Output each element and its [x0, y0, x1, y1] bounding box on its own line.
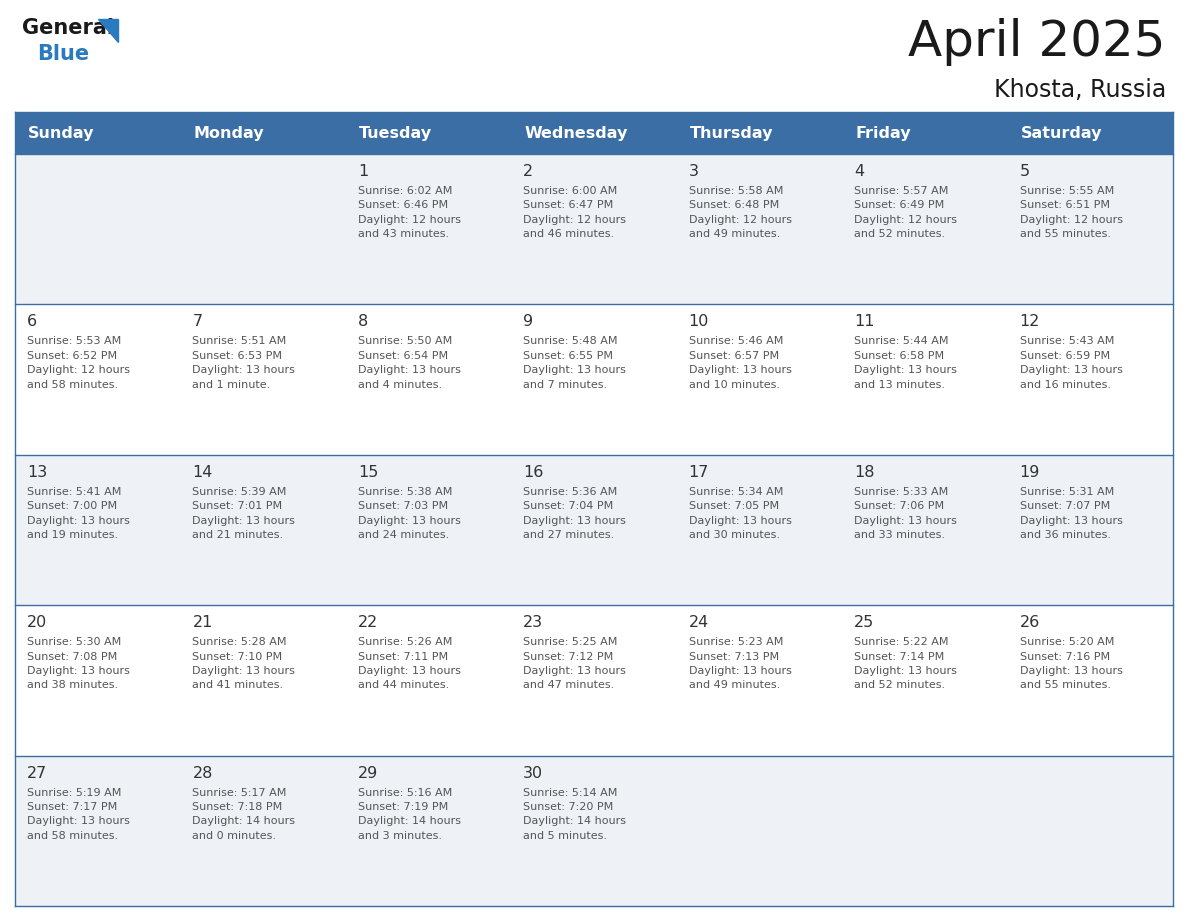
Text: Friday: Friday [855, 126, 911, 140]
Text: 25: 25 [854, 615, 874, 630]
Text: Sunrise: 5:26 AM
Sunset: 7:11 PM
Daylight: 13 hours
and 44 minutes.: Sunrise: 5:26 AM Sunset: 7:11 PM Dayligh… [358, 637, 461, 690]
Text: Sunrise: 5:55 AM
Sunset: 6:51 PM
Daylight: 12 hours
and 55 minutes.: Sunrise: 5:55 AM Sunset: 6:51 PM Dayligh… [1019, 186, 1123, 240]
Text: Sunrise: 5:28 AM
Sunset: 7:10 PM
Daylight: 13 hours
and 41 minutes.: Sunrise: 5:28 AM Sunset: 7:10 PM Dayligh… [192, 637, 296, 690]
Text: 15: 15 [358, 465, 378, 480]
Bar [511, 112, 677, 154]
Bar [15, 305, 1173, 454]
Text: Sunrise: 5:19 AM
Sunset: 7:17 PM
Daylight: 13 hours
and 58 minutes.: Sunrise: 5:19 AM Sunset: 7:17 PM Dayligh… [27, 788, 129, 841]
Text: Sunrise: 5:14 AM
Sunset: 7:20 PM
Daylight: 14 hours
and 5 minutes.: Sunrise: 5:14 AM Sunset: 7:20 PM Dayligh… [523, 788, 626, 841]
Text: 6: 6 [27, 314, 37, 330]
Text: Sunday: Sunday [29, 126, 95, 140]
Text: Blue: Blue [37, 44, 89, 64]
Text: 2: 2 [523, 164, 533, 179]
Text: Sunrise: 6:02 AM
Sunset: 6:46 PM
Daylight: 12 hours
and 43 minutes.: Sunrise: 6:02 AM Sunset: 6:46 PM Dayligh… [358, 186, 461, 240]
Text: Sunrise: 5:51 AM
Sunset: 6:53 PM
Daylight: 13 hours
and 1 minute.: Sunrise: 5:51 AM Sunset: 6:53 PM Dayligh… [192, 336, 296, 389]
Text: Sunrise: 5:36 AM
Sunset: 7:04 PM
Daylight: 13 hours
and 27 minutes.: Sunrise: 5:36 AM Sunset: 7:04 PM Dayligh… [523, 487, 626, 540]
Text: Khosta, Russia: Khosta, Russia [993, 78, 1165, 102]
Text: 7: 7 [192, 314, 202, 330]
Text: 5: 5 [1019, 164, 1030, 179]
Text: 17: 17 [689, 465, 709, 480]
Text: Sunrise: 6:00 AM
Sunset: 6:47 PM
Daylight: 12 hours
and 46 minutes.: Sunrise: 6:00 AM Sunset: 6:47 PM Dayligh… [523, 186, 626, 240]
Bar [15, 756, 1173, 906]
Text: Sunrise: 5:34 AM
Sunset: 7:05 PM
Daylight: 13 hours
and 30 minutes.: Sunrise: 5:34 AM Sunset: 7:05 PM Dayligh… [689, 487, 791, 540]
Text: Sunrise: 5:46 AM
Sunset: 6:57 PM
Daylight: 13 hours
and 10 minutes.: Sunrise: 5:46 AM Sunset: 6:57 PM Dayligh… [689, 336, 791, 389]
Text: 27: 27 [27, 766, 48, 780]
Text: 26: 26 [1019, 615, 1040, 630]
Bar [15, 454, 1173, 605]
Text: 21: 21 [192, 615, 213, 630]
Bar [15, 154, 1173, 305]
Text: 24: 24 [689, 615, 709, 630]
Text: 12: 12 [1019, 314, 1040, 330]
Text: 29: 29 [358, 766, 378, 780]
Bar [677, 112, 842, 154]
Text: Sunrise: 5:31 AM
Sunset: 7:07 PM
Daylight: 13 hours
and 36 minutes.: Sunrise: 5:31 AM Sunset: 7:07 PM Dayligh… [1019, 487, 1123, 540]
Bar [346, 112, 511, 154]
Text: 13: 13 [27, 465, 48, 480]
Text: 11: 11 [854, 314, 874, 330]
Text: Tuesday: Tuesday [359, 126, 432, 140]
Text: Sunrise: 5:20 AM
Sunset: 7:16 PM
Daylight: 13 hours
and 55 minutes.: Sunrise: 5:20 AM Sunset: 7:16 PM Dayligh… [1019, 637, 1123, 690]
Bar [842, 112, 1007, 154]
Text: Wednesday: Wednesday [524, 126, 627, 140]
Text: 22: 22 [358, 615, 378, 630]
Text: General: General [23, 18, 114, 38]
Text: Sunrise: 5:48 AM
Sunset: 6:55 PM
Daylight: 13 hours
and 7 minutes.: Sunrise: 5:48 AM Sunset: 6:55 PM Dayligh… [523, 336, 626, 389]
Text: 8: 8 [358, 314, 368, 330]
Text: 18: 18 [854, 465, 874, 480]
Text: Sunrise: 5:50 AM
Sunset: 6:54 PM
Daylight: 13 hours
and 4 minutes.: Sunrise: 5:50 AM Sunset: 6:54 PM Dayligh… [358, 336, 461, 389]
Text: 9: 9 [523, 314, 533, 330]
Text: Sunrise: 5:41 AM
Sunset: 7:00 PM
Daylight: 13 hours
and 19 minutes.: Sunrise: 5:41 AM Sunset: 7:00 PM Dayligh… [27, 487, 129, 540]
Text: Sunrise: 5:25 AM
Sunset: 7:12 PM
Daylight: 13 hours
and 47 minutes.: Sunrise: 5:25 AM Sunset: 7:12 PM Dayligh… [523, 637, 626, 690]
Text: Sunrise: 5:30 AM
Sunset: 7:08 PM
Daylight: 13 hours
and 38 minutes.: Sunrise: 5:30 AM Sunset: 7:08 PM Dayligh… [27, 637, 129, 690]
Text: Sunrise: 5:33 AM
Sunset: 7:06 PM
Daylight: 13 hours
and 33 minutes.: Sunrise: 5:33 AM Sunset: 7:06 PM Dayligh… [854, 487, 958, 540]
Text: Saturday: Saturday [1020, 126, 1102, 140]
Text: 20: 20 [27, 615, 48, 630]
Text: 19: 19 [1019, 465, 1040, 480]
Text: Sunrise: 5:39 AM
Sunset: 7:01 PM
Daylight: 13 hours
and 21 minutes.: Sunrise: 5:39 AM Sunset: 7:01 PM Dayligh… [192, 487, 296, 540]
Text: Sunrise: 5:58 AM
Sunset: 6:48 PM
Daylight: 12 hours
and 49 minutes.: Sunrise: 5:58 AM Sunset: 6:48 PM Dayligh… [689, 186, 791, 240]
Polygon shape [97, 19, 118, 42]
Text: 28: 28 [192, 766, 213, 780]
Text: 16: 16 [523, 465, 544, 480]
Text: 23: 23 [523, 615, 543, 630]
Text: Sunrise: 5:53 AM
Sunset: 6:52 PM
Daylight: 12 hours
and 58 minutes.: Sunrise: 5:53 AM Sunset: 6:52 PM Dayligh… [27, 336, 129, 389]
Text: Sunrise: 5:17 AM
Sunset: 7:18 PM
Daylight: 14 hours
and 0 minutes.: Sunrise: 5:17 AM Sunset: 7:18 PM Dayligh… [192, 788, 296, 841]
Text: 14: 14 [192, 465, 213, 480]
Bar [1007, 112, 1173, 154]
Text: 1: 1 [358, 164, 368, 179]
Bar [181, 112, 346, 154]
Text: 3: 3 [689, 164, 699, 179]
Text: 30: 30 [523, 766, 543, 780]
Text: Sunrise: 5:57 AM
Sunset: 6:49 PM
Daylight: 12 hours
and 52 minutes.: Sunrise: 5:57 AM Sunset: 6:49 PM Dayligh… [854, 186, 958, 240]
Bar [15, 605, 1173, 756]
Text: 4: 4 [854, 164, 864, 179]
Text: Sunrise: 5:38 AM
Sunset: 7:03 PM
Daylight: 13 hours
and 24 minutes.: Sunrise: 5:38 AM Sunset: 7:03 PM Dayligh… [358, 487, 461, 540]
Text: Monday: Monday [194, 126, 264, 140]
Text: Thursday: Thursday [690, 126, 773, 140]
Text: Sunrise: 5:43 AM
Sunset: 6:59 PM
Daylight: 13 hours
and 16 minutes.: Sunrise: 5:43 AM Sunset: 6:59 PM Dayligh… [1019, 336, 1123, 389]
Text: 10: 10 [689, 314, 709, 330]
Text: Sunrise: 5:44 AM
Sunset: 6:58 PM
Daylight: 13 hours
and 13 minutes.: Sunrise: 5:44 AM Sunset: 6:58 PM Dayligh… [854, 336, 958, 389]
Text: April 2025: April 2025 [909, 18, 1165, 66]
Text: Sunrise: 5:22 AM
Sunset: 7:14 PM
Daylight: 13 hours
and 52 minutes.: Sunrise: 5:22 AM Sunset: 7:14 PM Dayligh… [854, 637, 958, 690]
Text: Sunrise: 5:16 AM
Sunset: 7:19 PM
Daylight: 14 hours
and 3 minutes.: Sunrise: 5:16 AM Sunset: 7:19 PM Dayligh… [358, 788, 461, 841]
Text: Sunrise: 5:23 AM
Sunset: 7:13 PM
Daylight: 13 hours
and 49 minutes.: Sunrise: 5:23 AM Sunset: 7:13 PM Dayligh… [689, 637, 791, 690]
Bar [15, 112, 181, 154]
